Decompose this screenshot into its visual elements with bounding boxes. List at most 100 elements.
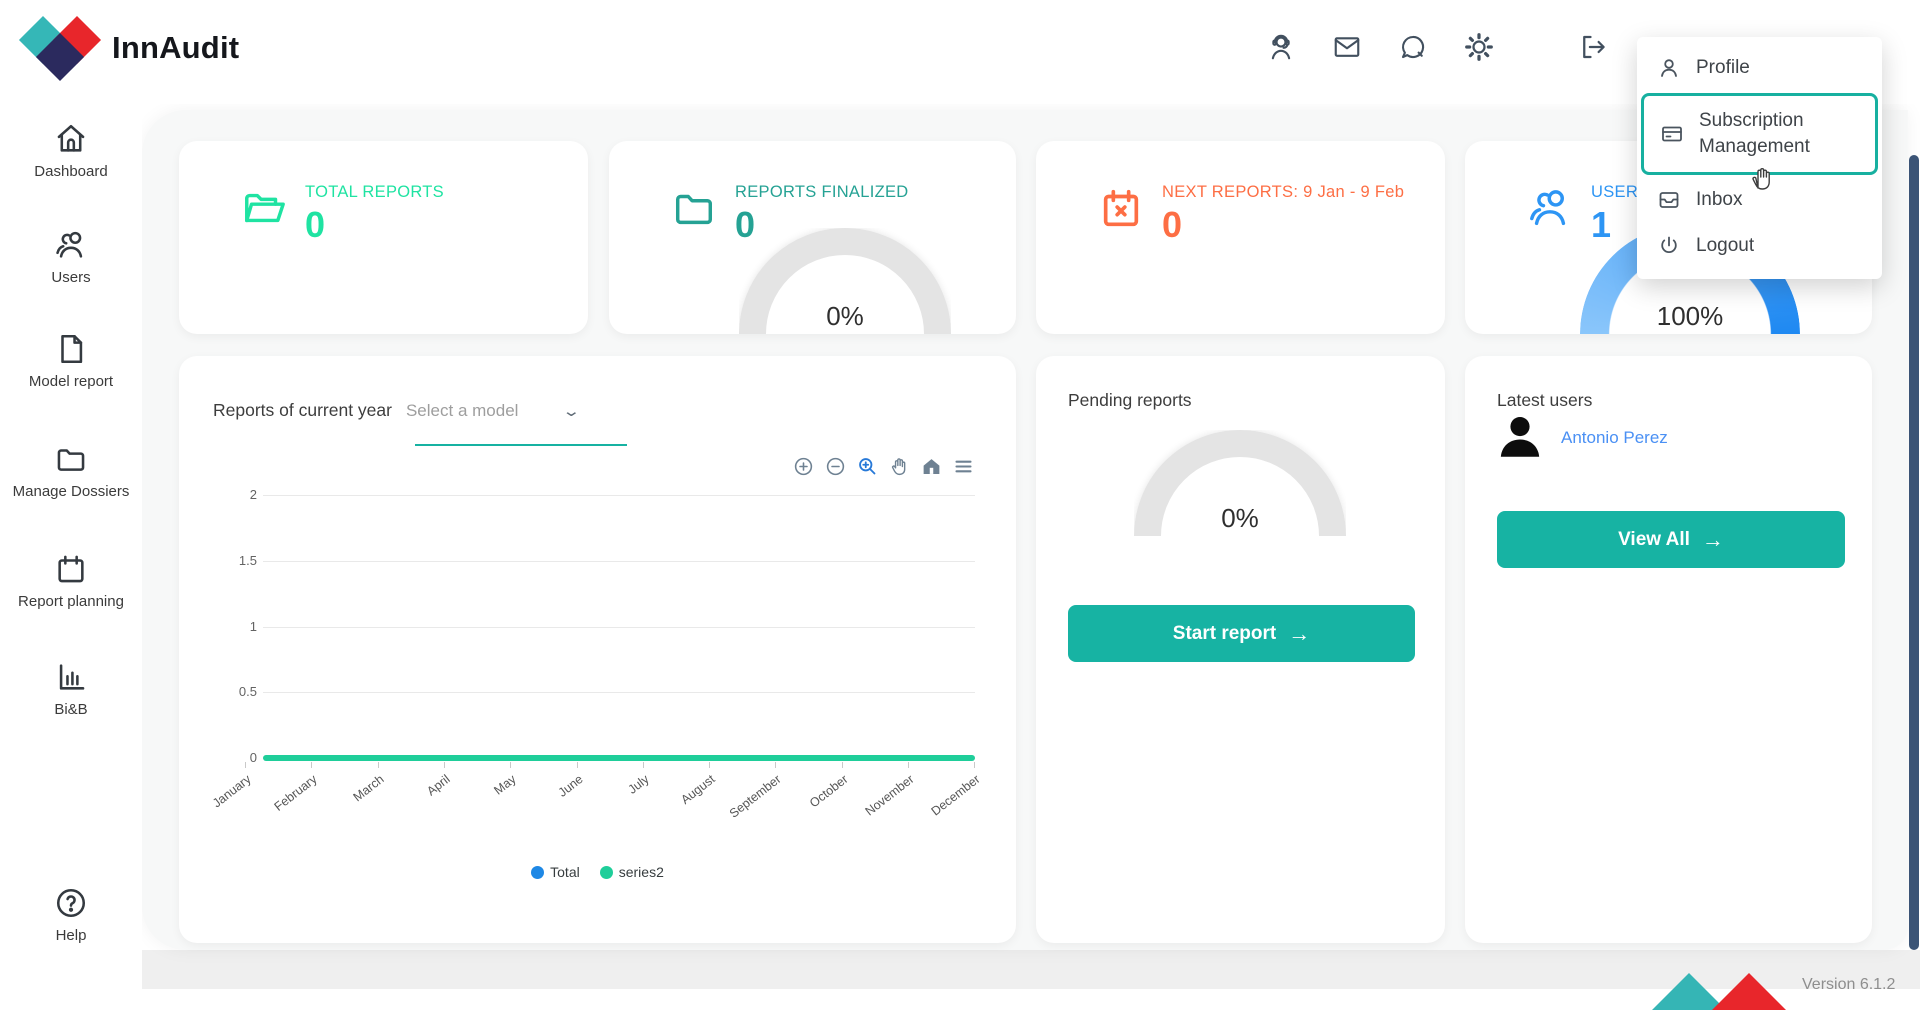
header-icon-bar (1266, 32, 1608, 62)
stat-card-next-reports: NEXT REPORTS: 9 Jan - 9 Feb 0 (1036, 141, 1445, 334)
version-label: Version 6.1.2 (1802, 976, 1896, 993)
x-tick (576, 762, 578, 768)
zoom-out-icon[interactable] (825, 456, 846, 477)
stat-title: TOTAL REPORTS (305, 183, 444, 201)
dashboard-content: TOTAL REPORTS 0 REPORTS FINALIZED 0 0% (142, 110, 1908, 950)
chart-title: Reports of current year (213, 400, 392, 420)
x-tick (908, 762, 909, 768)
subscription-card-icon (1662, 126, 1682, 142)
sidebar-item-bib[interactable]: Bi&B (0, 660, 142, 718)
y-tick-label: 1.5 (238, 552, 257, 568)
mail-icon[interactable] (1332, 32, 1362, 62)
view-all-button[interactable]: View All → (1497, 511, 1845, 568)
sidebar-item-label: Manage Dossiers (12, 483, 130, 500)
person-icon (1661, 59, 1677, 77)
gridline (263, 626, 975, 628)
support-icon[interactable] (1266, 32, 1296, 62)
brand-name: InnAudit (112, 30, 240, 65)
y-tick-label: 0.5 (238, 684, 257, 700)
page-footer-strip (142, 950, 1920, 989)
reset-home-icon[interactable] (921, 456, 942, 477)
x-tick (709, 762, 711, 768)
users-group-icon (1527, 185, 1573, 231)
menu-item-profile[interactable]: Profile (1637, 45, 1882, 91)
pending-reports-gauge: 0% (1134, 430, 1346, 536)
line-chart-plot: 0 0.5 1 1.5 2 January February March April May Ju… (179, 356, 1016, 943)
chart-menu-icon[interactable] (953, 456, 974, 477)
latest-users-title: Latest users (1497, 390, 1593, 410)
inbox-icon (1659, 192, 1679, 208)
sidebar-nav: Dashboard Users Model report Manage Doss… (0, 104, 142, 989)
logout-icon[interactable] (1578, 32, 1608, 62)
footer-logo-icon (1652, 973, 1786, 1010)
bar-chart-icon (59, 664, 85, 690)
zoom-in-icon[interactable] (793, 456, 814, 477)
sidebar-item-label: Bi&B (54, 701, 88, 718)
sidebar-item-label: Users (51, 269, 91, 286)
sidebar-item-manage-dossiers[interactable]: Manage Dossiers (0, 442, 142, 500)
legend-dot (531, 865, 545, 879)
latest-users-card: Latest users Antonio Perez View All → (1465, 356, 1872, 943)
x-tick (974, 762, 976, 768)
start-report-button[interactable]: Start report → (1068, 605, 1415, 662)
folder-icon (671, 185, 717, 231)
menu-item-logout[interactable]: Logout (1637, 223, 1882, 269)
series2-line (263, 755, 975, 761)
chat-icon[interactable] (1398, 32, 1428, 62)
pan-hand-icon[interactable] (889, 456, 910, 477)
gridline (263, 560, 975, 562)
user-dropdown-menu: Profile Subscription Management Inbox Lo… (1637, 37, 1882, 279)
view-all-label: View All (1618, 528, 1690, 550)
sidebar-item-report-planning[interactable]: Report planning (0, 552, 142, 610)
menu-item-label: Logout (1696, 235, 1755, 256)
app-header: InnAudit (0, 0, 1920, 104)
folder-icon (57, 449, 85, 471)
legend-label: Total (550, 864, 580, 880)
mouse-cursor (1750, 162, 1778, 194)
help-icon (56, 888, 86, 918)
sidebar-item-dashboard[interactable]: Dashboard (0, 122, 142, 180)
legend-dot (599, 865, 613, 879)
scrollbar-thumb[interactable] (1909, 155, 1919, 950)
reports-chart-card: Reports of current year Select a model ⌄… (179, 356, 1016, 943)
pending-reports-title: Pending reports (1068, 390, 1192, 410)
reports-finalized-gauge: 0% (739, 228, 951, 334)
sidebar-item-label: Help (55, 927, 87, 944)
chevron-down-icon: ⌄ (561, 403, 581, 420)
gauge-percent-label: 0% (1221, 503, 1259, 533)
sidebar-item-label: Report planning (18, 593, 124, 610)
legend-item[interactable]: series2 (599, 864, 664, 880)
vertical-scrollbar[interactable] (1908, 0, 1920, 989)
model-select[interactable]: Select a model ⌄ (406, 401, 581, 421)
sidebar-item-model-report[interactable]: Model report (0, 332, 142, 390)
menu-item-label: Subscription Management (1699, 110, 1810, 157)
menu-item-inbox[interactable]: Inbox (1637, 177, 1882, 223)
menu-item-label: Inbox (1696, 189, 1743, 210)
stat-title: REPORTS FINALIZED (735, 183, 909, 201)
latest-user-link[interactable]: Antonio Perez (1561, 428, 1668, 447)
footer-teal-triangle (1652, 973, 1726, 1010)
calendar-icon (58, 555, 84, 583)
settings-gear-icon[interactable] (1464, 32, 1494, 62)
stat-card-reports-finalized: REPORTS FINALIZED 0 0% (609, 141, 1016, 334)
x-tick (841, 762, 843, 768)
y-tick-label: 0 (249, 750, 257, 765)
brand-logo-icon (18, 15, 106, 90)
selection-zoom-icon[interactable] (857, 456, 878, 477)
x-tick (642, 762, 644, 768)
x-tick (245, 762, 246, 768)
legend-label: series2 (618, 864, 664, 880)
avatar (1495, 412, 1545, 462)
home-icon (57, 124, 85, 152)
sidebar-item-label: Dashboard (34, 163, 108, 180)
stat-value: 1 (1591, 204, 1612, 246)
arrow-right-icon: → (1288, 620, 1311, 646)
gauge-percent-label: 100% (1656, 301, 1724, 331)
sidebar-item-help[interactable]: Help (0, 886, 142, 944)
sidebar-item-users[interactable]: Users (0, 228, 142, 286)
menu-item-label: Profile (1696, 57, 1750, 78)
stat-card-total-reports: TOTAL REPORTS 0 (179, 141, 588, 334)
x-tick (443, 762, 445, 768)
legend-item[interactable]: Total (531, 864, 580, 880)
stat-value: 0 (1162, 204, 1183, 246)
